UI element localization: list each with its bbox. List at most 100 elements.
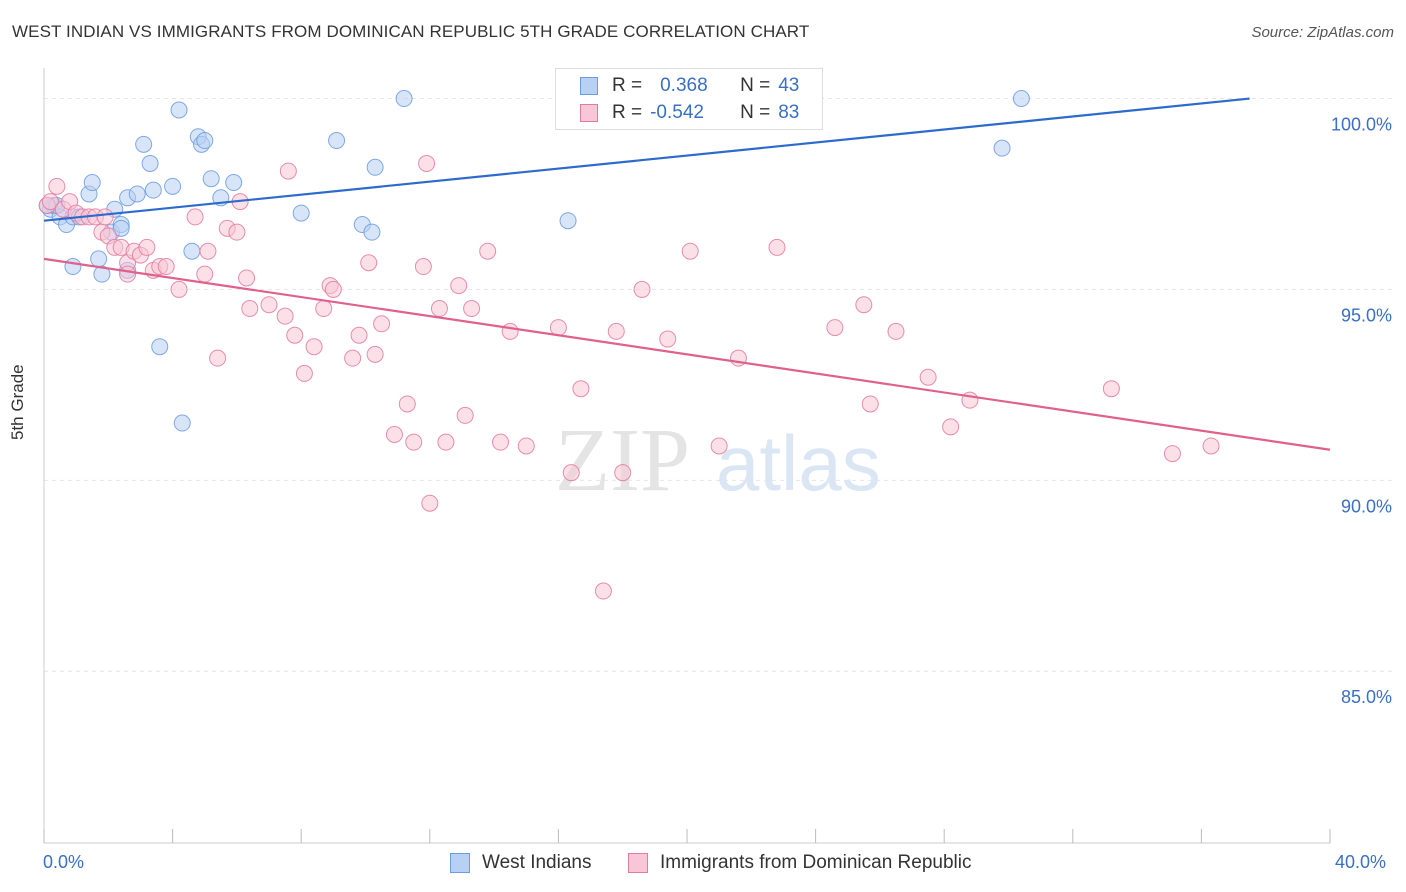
- point-west-indians: [164, 177, 182, 195]
- gridlines: [44, 98, 1394, 672]
- point-dominican: [96, 208, 114, 226]
- point-dominican: [138, 238, 156, 256]
- source-label: Source: ZipAtlas.com: [1251, 24, 1394, 41]
- point-west-indians: [292, 204, 310, 222]
- series-label-dominican: Immigrants from Dominican Republic: [660, 852, 972, 873]
- point-dominican: [1163, 445, 1181, 463]
- series-legend-west-indians: West Indians: [450, 852, 591, 874]
- point-dominican: [594, 582, 612, 600]
- point-dominican: [305, 338, 323, 356]
- point-west-indians: [151, 338, 169, 356]
- data-points: [38, 90, 1220, 600]
- point-dominican: [826, 319, 844, 337]
- point-west-indians: [183, 242, 201, 260]
- point-dominican: [41, 193, 59, 211]
- series-legend: West Indians Immigrants from Dominican R…: [0, 850, 1406, 880]
- point-dominican: [279, 162, 297, 180]
- point-dominican: [170, 280, 188, 298]
- watermark-atlas: atlas: [716, 419, 881, 507]
- point-dominican: [479, 242, 497, 260]
- point-dominican: [366, 345, 384, 363]
- point-dominican: [373, 315, 391, 333]
- point-dominican: [942, 418, 960, 436]
- point-dominican: [260, 296, 278, 314]
- point-west-indians: [202, 170, 220, 188]
- y-tick-label: 100.0%: [1331, 115, 1392, 135]
- point-west-indians: [83, 174, 101, 192]
- point-dominican: [562, 464, 580, 482]
- point-dominican: [238, 269, 256, 287]
- legend-r-value: 0.368: [660, 75, 708, 96]
- point-dominican: [405, 433, 423, 451]
- point-dominican: [350, 326, 368, 344]
- point-dominican: [430, 300, 448, 318]
- series-swatch-blue: [450, 853, 470, 873]
- trend-line-dominican: [43, 257, 1331, 451]
- point-west-indians: [135, 135, 153, 153]
- point-dominican: [861, 395, 879, 413]
- point-dominican: [186, 208, 204, 226]
- point-dominican: [887, 322, 905, 340]
- point-dominican: [385, 426, 403, 444]
- point-dominican: [196, 265, 214, 283]
- point-dominican: [681, 242, 699, 260]
- y-tick-labels: 85.0% 90.0% 95.0% 100.0%: [1331, 115, 1392, 708]
- point-dominican: [501, 322, 519, 340]
- point-west-indians: [170, 101, 188, 119]
- legend-row-dominican: R = -0.542 N = 83: [556, 100, 799, 126]
- point-dominican: [607, 322, 625, 340]
- legend-r-label: R =: [612, 102, 643, 123]
- point-dominican: [414, 258, 432, 276]
- point-dominican: [855, 296, 873, 314]
- chart-title: WEST INDIAN VS IMMIGRANTS FROM DOMINICAN…: [12, 22, 810, 41]
- point-dominican: [450, 277, 468, 295]
- watermark: ZIP atlas: [555, 411, 881, 510]
- trend-lines: [43, 97, 1331, 451]
- point-dominican: [119, 265, 137, 283]
- y-tick-label: 85.0%: [1341, 687, 1392, 707]
- point-dominican: [324, 280, 342, 298]
- point-west-indians: [90, 250, 108, 268]
- legend-n-label: N =: [740, 75, 771, 96]
- point-dominican: [463, 300, 481, 318]
- correlation-legend: R = 0.368 N = 43 R = -0.542 N = 83: [555, 68, 823, 130]
- point-dominican: [659, 330, 677, 348]
- point-dominican: [295, 364, 313, 382]
- point-dominican: [344, 349, 362, 367]
- point-dominican: [360, 254, 378, 272]
- legend-r-value: -0.542: [650, 102, 704, 123]
- watermark-zip: ZIP: [555, 411, 690, 510]
- point-dominican: [199, 242, 217, 260]
- point-dominican: [710, 437, 728, 455]
- point-west-indians: [1012, 90, 1030, 108]
- point-west-indians: [196, 132, 214, 150]
- point-dominican: [1202, 437, 1220, 455]
- point-west-indians: [144, 181, 162, 199]
- point-dominican: [492, 433, 510, 451]
- trend-line-west-indians: [43, 97, 1250, 222]
- point-west-indians: [128, 185, 146, 203]
- legend-swatch-pink: [580, 104, 598, 122]
- point-west-indians: [363, 223, 381, 241]
- point-west-indians: [93, 265, 111, 283]
- point-dominican: [1102, 380, 1120, 398]
- series-legend-dominican: Immigrants from Dominican Republic: [628, 852, 972, 874]
- y-tick-label: 95.0%: [1341, 305, 1392, 325]
- point-dominican: [919, 368, 937, 386]
- point-dominican: [421, 494, 439, 512]
- point-west-indians: [173, 414, 191, 432]
- point-dominican: [437, 433, 455, 451]
- legend-n-value: 43: [778, 75, 800, 96]
- point-west-indians: [395, 90, 413, 108]
- point-dominican: [614, 464, 632, 482]
- point-dominican: [241, 300, 259, 318]
- point-dominican: [276, 307, 294, 325]
- series-label-west-indians: West Indians: [482, 852, 592, 873]
- point-west-indians: [112, 219, 130, 237]
- series-swatch-pink: [628, 853, 648, 873]
- point-west-indians: [225, 174, 243, 192]
- point-dominican: [286, 326, 304, 344]
- point-west-indians: [366, 158, 384, 176]
- point-dominican: [157, 258, 175, 276]
